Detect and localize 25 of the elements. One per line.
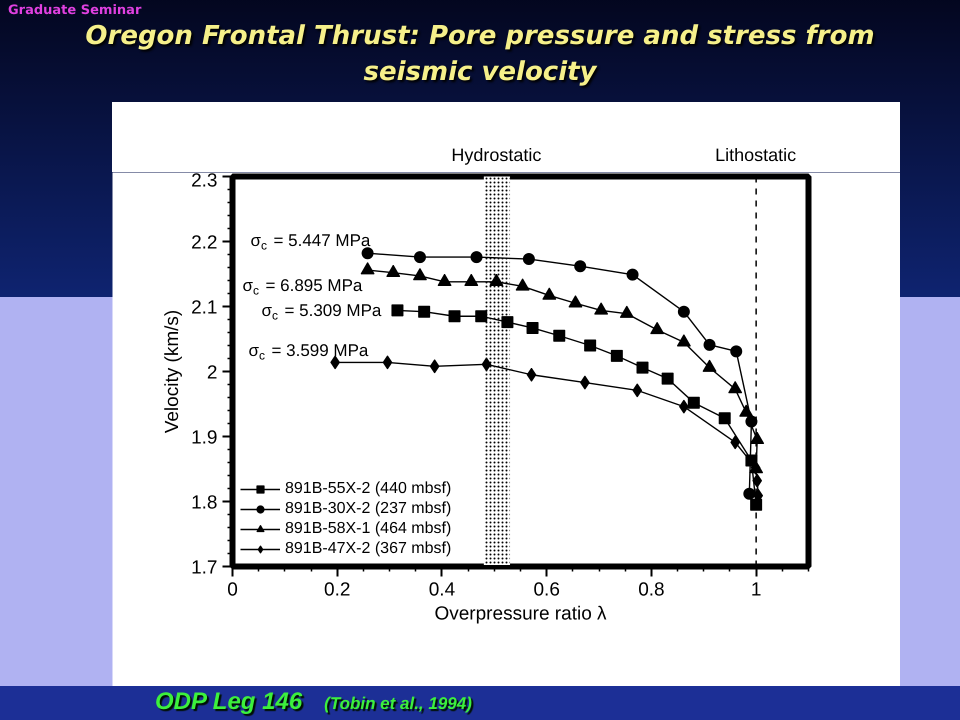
text: ODP Leg 146 xyxy=(155,688,302,715)
ref-line-label: Lithostatic xyxy=(715,144,796,168)
chart-title: Oregon Frontal Thrust: Pore pressure and stress from seismic velocity xyxy=(84,20,876,89)
y-tick-label: 1.7 xyxy=(191,558,218,578)
y-tick-label: 1.9 xyxy=(191,428,218,448)
x-tick-label: 0 xyxy=(227,580,238,600)
legend-label: 891B-58X-1 (464 mbsf) xyxy=(285,520,452,538)
y-tick-label: 2.2 xyxy=(191,232,218,254)
legend-label: 891B-55X-2 (440 mbsf) xyxy=(285,480,452,498)
legend-label: 891B-47X-2 (367 mbsf) xyxy=(285,540,452,558)
x-tick-label: 0.8 xyxy=(638,580,665,600)
x-tick-label: 0.2 xyxy=(324,580,350,600)
band-label: Hydrostatic xyxy=(451,144,542,168)
text: Graduate Seminar xyxy=(8,2,142,20)
y-tick-label: 2.3 xyxy=(191,170,218,192)
y-tick-label: 2.1 xyxy=(191,298,218,318)
y-axis-title: Velocity (km/s) xyxy=(162,310,184,434)
x-tick-label: 0.6 xyxy=(533,580,560,600)
legend-label: 891B-30X-2 (237 mbsf) xyxy=(285,500,452,518)
y-tick-label: 1.8 xyxy=(191,492,218,514)
x-axis-title: Overpressure ratio λ xyxy=(434,604,608,624)
x-tick-label: 0.4 xyxy=(428,580,456,600)
y-tick-label: 2 xyxy=(206,362,218,384)
x-tick-label: 1 xyxy=(750,580,762,600)
text: (Tobin et al., 1994) xyxy=(324,694,472,713)
